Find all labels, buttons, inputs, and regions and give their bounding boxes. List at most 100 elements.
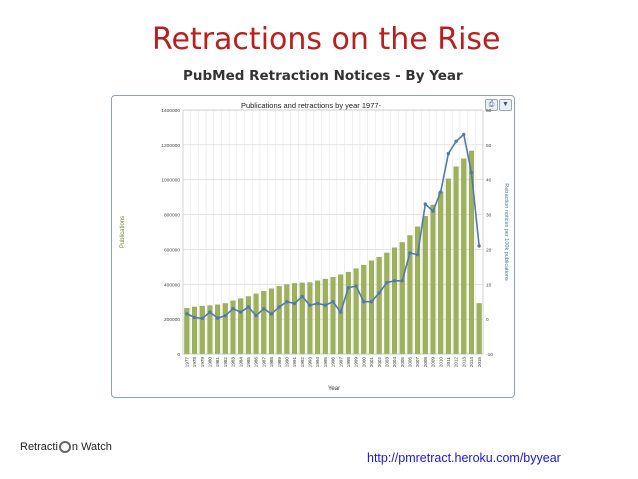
line-point bbox=[238, 310, 243, 314]
bar bbox=[353, 268, 359, 355]
x-tick-label: 2008 bbox=[423, 357, 428, 368]
x-tick-label: 2006 bbox=[408, 357, 413, 368]
x-tick-label: 2010 bbox=[438, 357, 443, 368]
chart-title: Publications and retractions by year 197… bbox=[241, 101, 382, 110]
line-point bbox=[477, 244, 481, 248]
x-tick-label: 2004 bbox=[392, 357, 397, 368]
line-point bbox=[308, 303, 312, 307]
bar bbox=[368, 260, 374, 355]
line-point bbox=[215, 316, 220, 320]
bar bbox=[338, 274, 344, 355]
y-left-tick-label: 1000000 bbox=[161, 178, 180, 184]
line-point bbox=[223, 313, 228, 318]
chart: Publications and retractions by year 197… bbox=[120, 101, 509, 392]
x-tick-label: 2000 bbox=[361, 357, 366, 368]
bar bbox=[476, 303, 482, 355]
line-point bbox=[323, 303, 328, 307]
y-right-tick-label: -10 bbox=[486, 352, 493, 358]
x-tick-label: 1979 bbox=[200, 357, 205, 368]
bar bbox=[307, 282, 313, 355]
line-point bbox=[392, 279, 397, 283]
y-right-tick-label: 40 bbox=[486, 178, 492, 184]
line-point bbox=[315, 301, 320, 306]
y-left-tick-label: 0 bbox=[177, 352, 180, 358]
x-tick-label: 1999 bbox=[354, 357, 359, 368]
line-point bbox=[277, 305, 281, 309]
line-point bbox=[408, 251, 412, 255]
bar bbox=[276, 286, 282, 355]
line-point bbox=[454, 139, 458, 144]
logo-text-left: Retracti bbox=[20, 441, 58, 453]
line-point bbox=[208, 310, 212, 314]
line-point bbox=[231, 306, 235, 311]
line-point bbox=[377, 291, 381, 295]
x-tick-label: 1992 bbox=[300, 357, 305, 368]
x-tick-label: 1984 bbox=[238, 357, 243, 368]
retraction-watch-logo: Retracti n Watch bbox=[20, 441, 112, 454]
x-tick-label: 1996 bbox=[331, 357, 336, 368]
line-point bbox=[354, 284, 358, 288]
line-point bbox=[262, 306, 266, 311]
x-tick-label: 2014 bbox=[469, 357, 474, 368]
bar bbox=[438, 191, 444, 355]
x-tick-label: 1990 bbox=[284, 357, 289, 368]
axes: 0 200000 400000 600000 800000 1000000 1200000 1… bbox=[161, 108, 493, 367]
bar bbox=[253, 293, 259, 355]
line-point bbox=[331, 300, 335, 304]
y-left-tick-label: 1400000 bbox=[161, 108, 180, 114]
x-tick-label: 2013 bbox=[461, 357, 466, 368]
line-point bbox=[346, 286, 351, 290]
y-right-tick-label: 0 bbox=[486, 317, 489, 323]
line-point bbox=[469, 171, 474, 175]
line-point bbox=[185, 312, 189, 316]
y-right-tick-label: 30 bbox=[486, 213, 492, 219]
y-right-tick-label: 50 bbox=[486, 143, 492, 149]
bar bbox=[376, 257, 382, 355]
bar bbox=[461, 158, 467, 355]
x-tick-label: 1986 bbox=[254, 357, 259, 368]
line-point bbox=[415, 252, 420, 257]
x-tick-label: 2009 bbox=[431, 357, 436, 368]
x-tick-label: 2007 bbox=[415, 357, 420, 368]
bar bbox=[299, 282, 305, 355]
y-right-tick-label: 10 bbox=[486, 282, 492, 288]
magnifier-icon bbox=[58, 441, 71, 454]
x-tick-label: 2001 bbox=[369, 357, 374, 368]
y-axis-left-label: Publications bbox=[120, 216, 126, 248]
line-point bbox=[362, 300, 366, 304]
bar bbox=[422, 216, 428, 355]
x-tick-label: 1978 bbox=[192, 357, 197, 368]
slide-title: Retractions on the Rise bbox=[152, 22, 501, 57]
line-point bbox=[292, 301, 297, 306]
line-point bbox=[438, 190, 443, 194]
bar bbox=[215, 304, 221, 355]
bar bbox=[384, 252, 390, 355]
x-tick-label: 1998 bbox=[346, 357, 351, 368]
bar bbox=[238, 298, 244, 355]
x-tick-label: 2003 bbox=[384, 357, 389, 368]
line-point bbox=[269, 312, 274, 316]
line-point bbox=[338, 310, 343, 314]
chart-subtitle: PubMed Retraction Notices - By Year bbox=[183, 68, 463, 84]
bar bbox=[445, 178, 451, 355]
export-button[interactable]: ▼ bbox=[499, 99, 512, 111]
x-tick-label: 1980 bbox=[208, 357, 213, 368]
line-point bbox=[369, 300, 374, 304]
x-tick-label: 1982 bbox=[223, 357, 228, 368]
x-tick-label: 1989 bbox=[277, 357, 282, 368]
bar bbox=[199, 305, 205, 355]
x-tick-label: 1981 bbox=[215, 357, 220, 368]
x-tick-label: 1993 bbox=[308, 357, 313, 368]
x-tick-label: 1988 bbox=[269, 357, 274, 368]
line-point bbox=[246, 305, 251, 309]
x-tick-label: 2005 bbox=[400, 357, 405, 368]
y-left-tick-label: 1200000 bbox=[161, 143, 180, 149]
line-point bbox=[385, 280, 389, 285]
x-tick-label: 1977 bbox=[184, 357, 189, 368]
line-point bbox=[254, 313, 258, 318]
source-link[interactable]: http://pmretract.heroku.com/byyear bbox=[367, 451, 561, 465]
line-point bbox=[423, 202, 428, 206]
y-left-tick-label: 400000 bbox=[164, 282, 180, 288]
print-button[interactable]: ⎙ bbox=[485, 99, 498, 111]
y-right-tick-label: 20 bbox=[486, 247, 492, 253]
